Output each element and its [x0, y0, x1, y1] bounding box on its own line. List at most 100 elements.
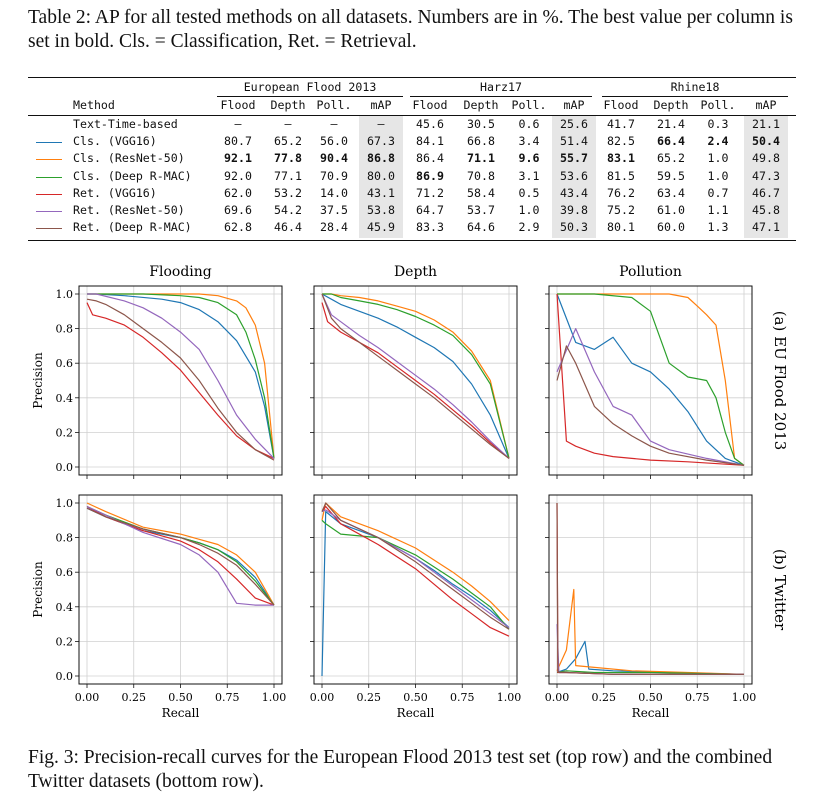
table-subheader: mAP — [563, 98, 585, 112]
table-cell: 92.0 — [224, 168, 252, 183]
table-cell: 50.3 — [560, 220, 588, 235]
table-cell: 54.2 — [274, 203, 302, 217]
table-subheader: Poll. — [511, 98, 547, 112]
table-row-method: Ret. (Deep R-MAC) — [73, 220, 192, 235]
table-cell: 86.9 — [416, 168, 444, 183]
y-tick-label: 1.0 — [56, 497, 74, 510]
table-cell: 64.6 — [467, 220, 495, 235]
plot-frame — [78, 285, 283, 476]
x-axis-label: Recall — [397, 706, 435, 720]
table-cell: 0.7 — [707, 185, 729, 200]
table-cell: 1.0 — [707, 168, 729, 183]
y-tick-label: 0.6 — [56, 357, 74, 370]
table-cell: 9.6 — [518, 151, 540, 166]
table-group-header: Rhine18 — [670, 80, 720, 94]
series-line-ret-resnet-50- — [321, 509, 510, 629]
table-cell: 25.6 — [560, 117, 588, 131]
table-mid-rule — [28, 115, 796, 116]
table-subheader: mAP — [370, 98, 392, 112]
table-cell: 49.8 — [752, 151, 780, 166]
plot-frame — [313, 285, 518, 476]
table-cell: 58.4 — [467, 185, 495, 200]
x-tick-label: 1.00 — [732, 691, 757, 704]
series-line-ret-vgg16- — [321, 505, 510, 637]
table-cell: 43.4 — [560, 185, 588, 200]
table-cell: 56.0 — [320, 134, 348, 149]
y-tick-label: 0.0 — [56, 670, 74, 683]
table-cell: 69.6 — [224, 203, 252, 217]
y-tick-label: 1.0 — [56, 288, 74, 301]
series-line-cls-resnet-50- — [87, 293, 275, 459]
row-label: (b) Twitter — [771, 549, 789, 631]
series-line-cls-deep-r-mac- — [556, 670, 745, 675]
x-tick-label: 0.25 — [122, 691, 147, 704]
y-tick-label: 0.4 — [56, 601, 74, 614]
table-cell: 1.0 — [518, 203, 540, 217]
series-line-cls-deep-r-mac- — [322, 293, 510, 459]
table-cell: 1.0 — [707, 151, 729, 166]
table-cell: 70.9 — [320, 168, 348, 183]
table-cell: 77.1 — [274, 168, 302, 183]
table-cell: 3.1 — [518, 168, 540, 183]
table-cell: 46.4 — [274, 220, 302, 235]
table-cell: 45.8 — [752, 203, 780, 217]
table-top-rule — [28, 77, 796, 78]
table-cell: 0.3 — [707, 117, 729, 131]
table-cell: 84.1 — [416, 134, 444, 149]
table-cell: 46.7 — [752, 185, 780, 200]
x-tick-label: 0.25 — [592, 691, 617, 704]
table-cell: 62.8 — [224, 220, 252, 235]
series-line-ret-vgg16- — [556, 293, 745, 466]
plot-frame — [313, 494, 518, 685]
table-cell: 65.2 — [657, 151, 685, 166]
x-tick-label: 0.25 — [357, 691, 382, 704]
table-cell: 80.1 — [607, 220, 635, 235]
series-line-cls-vgg16- — [321, 511, 510, 677]
series-line-cls-deep-r-mac- — [321, 519, 510, 630]
series-line-ret-resnet-50- — [556, 624, 744, 675]
table-cell: 71.1 — [467, 151, 495, 166]
table-cell: 75.2 — [607, 203, 635, 217]
table-cell: 30.5 — [467, 117, 495, 131]
series-line-cls-vgg16- — [556, 640, 745, 675]
table-subheader: Depth — [270, 98, 306, 112]
table-cell: — — [284, 117, 292, 131]
table-row-method: Text-Time-based — [73, 117, 178, 131]
table-cell: 53.2 — [274, 185, 302, 200]
table-cell: 66.8 — [467, 134, 495, 149]
series-line-cls-resnet-50- — [321, 502, 510, 622]
table-cell: 66.4 — [657, 134, 685, 149]
table-cell: 47.3 — [752, 168, 780, 183]
legend-line-1 — [36, 142, 62, 144]
table-cell: 59.5 — [657, 168, 685, 183]
table-cell: 53.7 — [467, 203, 495, 217]
table-cell: 21.1 — [752, 117, 780, 131]
legend-line-3 — [36, 176, 62, 178]
legend-line-5 — [36, 211, 62, 212]
y-tick-label: 0.4 — [56, 392, 74, 405]
x-tick-label: 0.00 — [310, 691, 335, 704]
table-row-method: Ret. (ResNet-50) — [73, 203, 185, 217]
map-column-shade — [552, 116, 596, 238]
group-underline — [602, 96, 788, 97]
table-subheader: Flood — [220, 98, 256, 112]
plot-frame — [78, 494, 283, 685]
series-line-ret-resnet-50- — [87, 293, 275, 459]
table-cell: 82.5 — [607, 134, 635, 149]
y-tick-label: 0.8 — [56, 323, 74, 336]
y-tick-label: 0.2 — [56, 426, 74, 439]
legend-line-6 — [36, 228, 62, 230]
table-cell: — — [377, 117, 385, 131]
table-row-method: Cls. (Deep R-MAC) — [73, 168, 192, 183]
column-title: Flooding — [149, 264, 212, 280]
table-cell: 45.9 — [367, 220, 395, 235]
table-cell: 2.9 — [518, 220, 540, 235]
table-cell: — — [234, 117, 242, 131]
table-cell: 90.4 — [320, 151, 348, 166]
table-cell: 50.4 — [752, 134, 780, 149]
table-cell: 83.1 — [607, 151, 635, 166]
table-cell: 70.8 — [467, 168, 495, 183]
table-cell: 55.7 — [560, 151, 588, 166]
series-line-cls-vgg16- — [556, 293, 745, 466]
table-caption: Table 2: AP for all tested methods on al… — [28, 7, 793, 52]
